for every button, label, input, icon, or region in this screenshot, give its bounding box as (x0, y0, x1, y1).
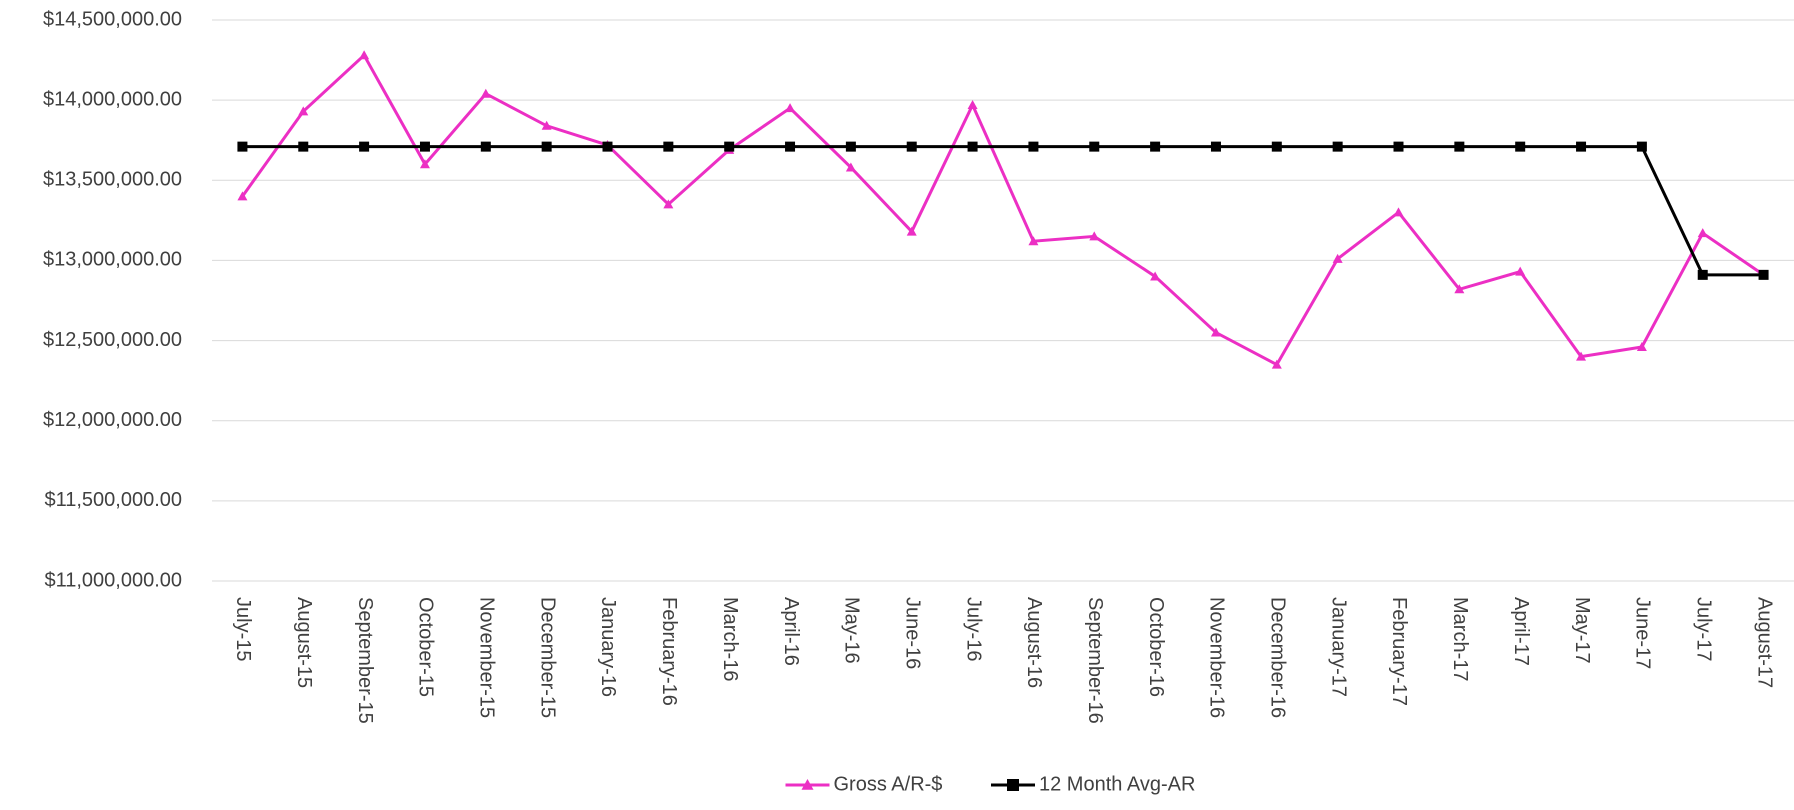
data-point (541, 141, 552, 152)
x-tick-label: January-16 (597, 597, 619, 697)
x-tick-label: June-16 (901, 597, 923, 669)
x-tick-label: June-17 (1632, 597, 1654, 669)
series-line (241, 52, 1765, 367)
x-tick-label: February-17 (1388, 597, 1410, 706)
data-point (237, 191, 248, 201)
x-tick-label: October-16 (1145, 597, 1167, 697)
data-point (359, 50, 370, 60)
y-tick-label: $13,500,000.00 (43, 169, 182, 191)
y-tick-label: $11,500,000.00 (44, 489, 182, 511)
data-point (1210, 327, 1221, 337)
data-point (906, 226, 917, 236)
legend-marker (801, 779, 814, 790)
x-tick-label: November-16 (1206, 597, 1228, 718)
x-tick-label: March-17 (1449, 597, 1471, 681)
data-point (1210, 141, 1221, 152)
x-tick-label: July-17 (1692, 597, 1714, 661)
data-point (602, 141, 613, 152)
data-point (967, 141, 978, 152)
data-point (237, 141, 248, 152)
data-point (1089, 141, 1100, 152)
x-tick-label: January-17 (1327, 597, 1349, 697)
legend-label: Gross A/R-$ (834, 773, 943, 795)
x-tick-label: October-15 (415, 597, 437, 697)
x-tick-label: November-15 (476, 597, 498, 718)
data-point (967, 99, 978, 109)
data-point (1271, 141, 1282, 152)
x-tick-label: April-17 (1510, 597, 1532, 666)
data-point (845, 141, 856, 152)
series-line (242, 145, 1764, 277)
x-tick-label: September-15 (354, 597, 376, 724)
x-tick-label: February-16 (658, 597, 680, 706)
data-point (906, 141, 917, 152)
x-tick-label: May-16 (841, 597, 863, 664)
data-point (1515, 141, 1526, 152)
data-point (1758, 269, 1769, 280)
data-point (1393, 207, 1404, 217)
data-point (1697, 228, 1708, 238)
x-tick-label: March-16 (719, 597, 741, 681)
x-tick-label: December-15 (536, 597, 558, 718)
data-point (1515, 266, 1526, 276)
data-point (724, 141, 735, 152)
x-tick-label: December-16 (1267, 597, 1289, 718)
data-point (1028, 141, 1039, 152)
data-point (1028, 236, 1039, 246)
data-point (1393, 141, 1404, 152)
data-point (1089, 231, 1100, 241)
data-point (541, 120, 552, 130)
data-point (663, 199, 674, 209)
data-point (1271, 359, 1282, 369)
x-tick-label: August-17 (1753, 597, 1775, 688)
legend-marker (1007, 779, 1019, 791)
data-point (845, 162, 856, 172)
y-tick-label: $12,500,000.00 (43, 329, 182, 351)
data-point (419, 159, 430, 169)
x-tick-label: April-16 (780, 597, 802, 666)
x-tick-label: August-15 (293, 597, 315, 688)
data-point (1454, 141, 1465, 152)
data-point (1454, 284, 1465, 294)
y-tick-label: $13,000,000.00 (43, 249, 182, 271)
x-tick-label: July-16 (962, 597, 984, 661)
data-point (1576, 351, 1587, 361)
y-tick-label: $11,000,000.00 (44, 569, 182, 591)
data-point (1576, 141, 1587, 152)
data-point (1636, 341, 1647, 351)
data-point (785, 103, 796, 113)
y-tick-label: $12,000,000.00 (43, 409, 182, 431)
data-point (298, 141, 309, 152)
x-tick-label: September-16 (1084, 597, 1106, 724)
y-tick-label: $14,500,000.00 (43, 8, 182, 30)
data-point (663, 141, 674, 152)
data-point (1332, 253, 1343, 263)
data-point (785, 141, 796, 152)
data-point (1697, 269, 1708, 280)
data-point (1150, 271, 1161, 281)
x-tick-label: August-16 (1023, 597, 1045, 688)
data-point (298, 106, 309, 116)
data-point (1636, 141, 1647, 152)
data-point (1332, 141, 1343, 152)
x-tick-label: July-15 (232, 597, 254, 661)
data-point (359, 141, 370, 152)
legend-label: 12 Month Avg-AR (1039, 773, 1195, 795)
data-point (480, 88, 491, 98)
x-tick-label: May-17 (1571, 597, 1593, 664)
data-point (1150, 141, 1161, 152)
data-point (419, 141, 430, 152)
y-tick-label: $14,000,000.00 (43, 88, 182, 110)
data-point (480, 141, 491, 152)
